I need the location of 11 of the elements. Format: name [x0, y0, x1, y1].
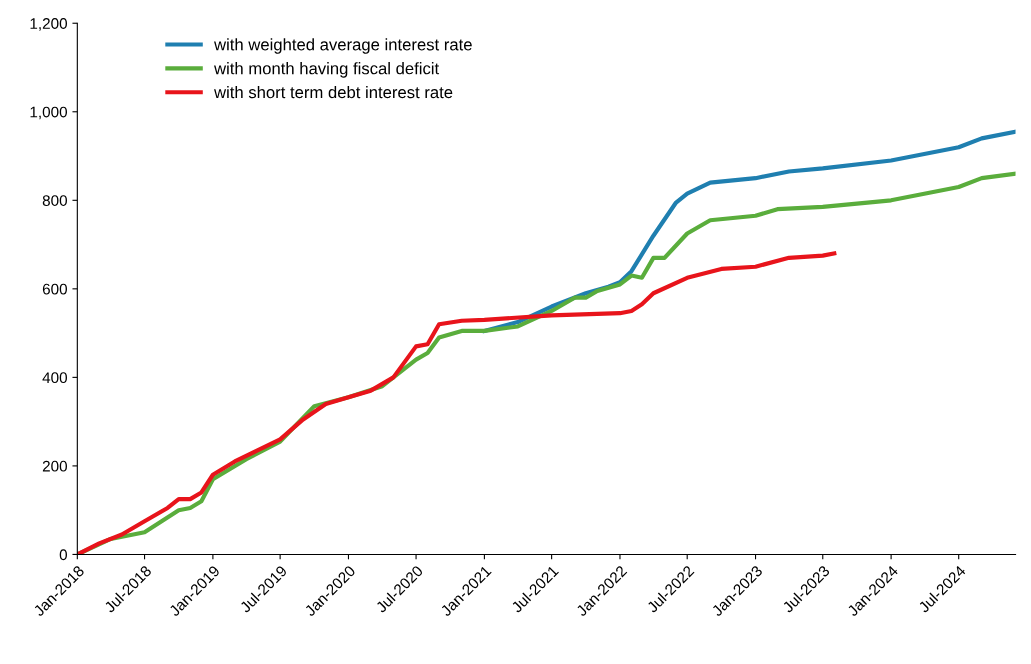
legend-label: with weighted average interest rate: [214, 38, 472, 54]
line-series: [77, 251, 837, 555]
y-tick-label: 1,000: [30, 106, 68, 120]
legend-label: with month having fiscal deficit: [214, 62, 440, 78]
y-tick-label: 200: [42, 460, 68, 472]
legend-label: with short term debt interest rate: [214, 85, 453, 99]
y-tick-label: 1,200: [30, 18, 68, 31]
y-tick-label: 0: [59, 549, 68, 561]
y-tick-label: 800: [42, 195, 68, 206]
y-tick-label: 400: [42, 372, 68, 384]
y-tick-label: 600: [42, 283, 68, 295]
